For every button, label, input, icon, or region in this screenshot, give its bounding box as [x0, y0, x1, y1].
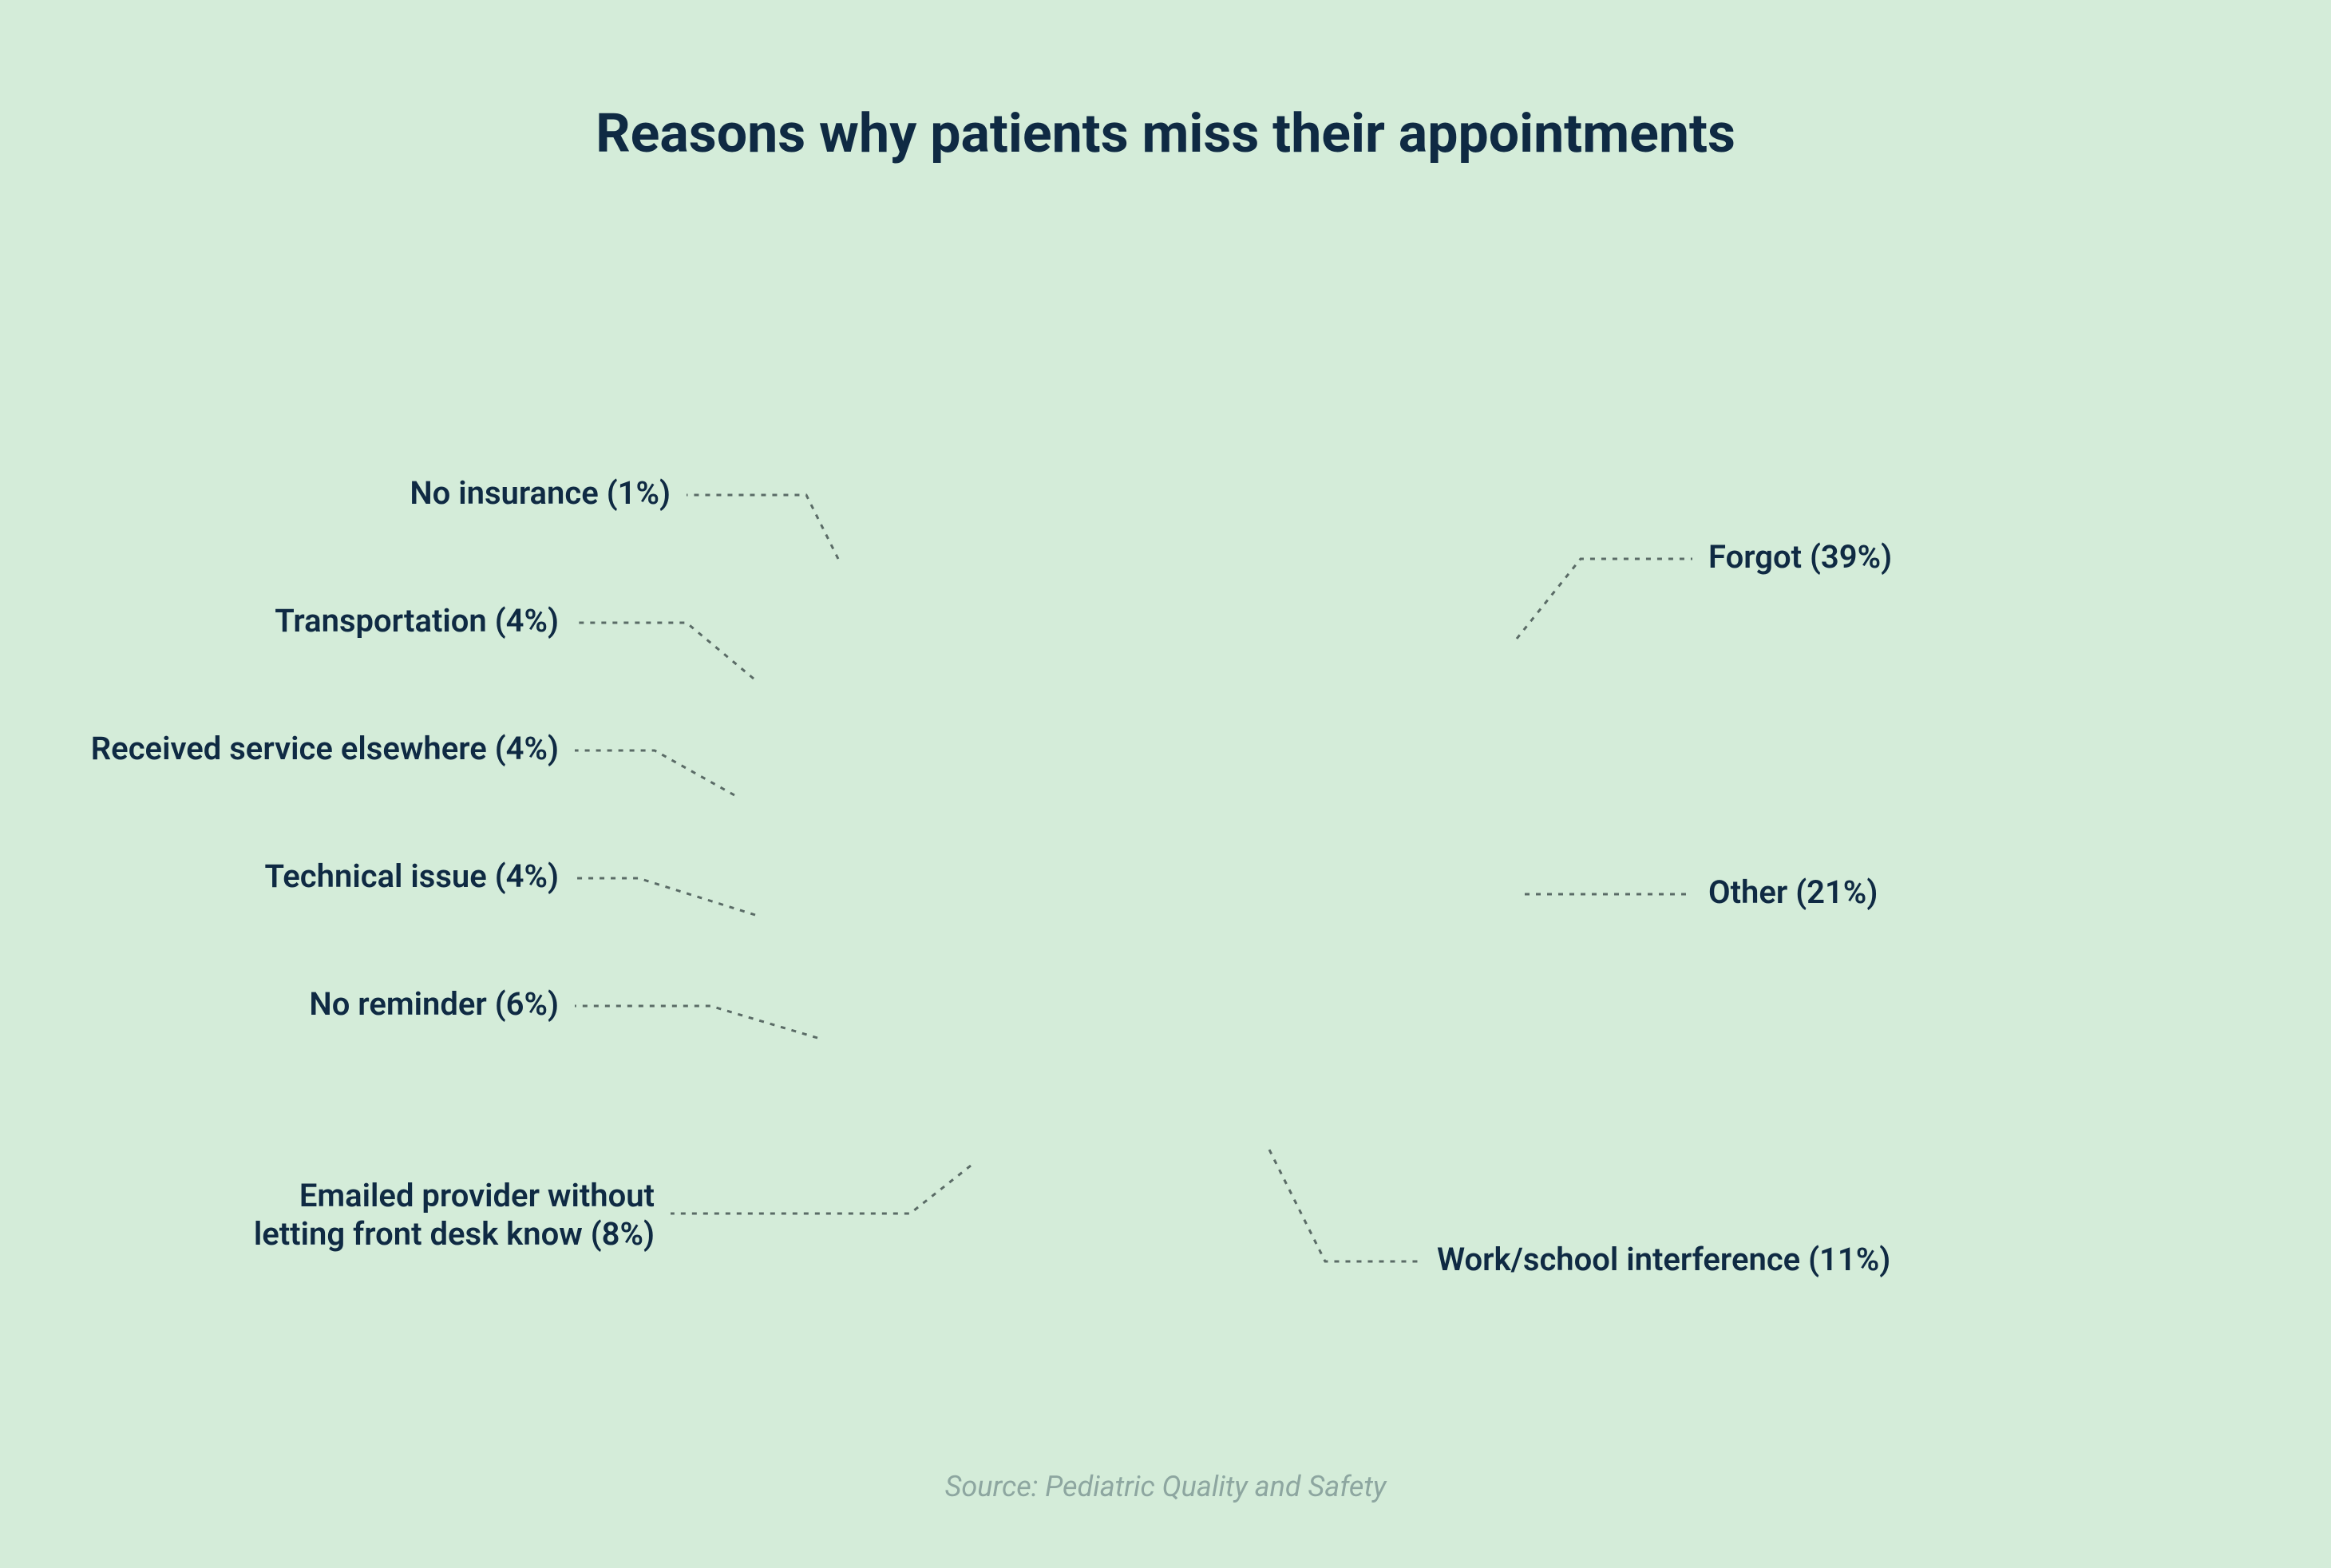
segment-label: Received service elsewhere (4%)	[91, 730, 559, 767]
segment-label: Emailed provider withoutletting front de…	[254, 1177, 655, 1253]
segment-label: Technical issue (4%)	[265, 857, 559, 895]
chart-container: Reasons why patients miss their appointm…	[0, 0, 2331, 1568]
chart-source: Source: Pediatric Quality and Safety	[945, 1470, 1387, 1503]
chart-title: Reasons why patients miss their appointm…	[596, 101, 1735, 165]
segment-label: Forgot (39%)	[1708, 538, 1892, 576]
chart-background	[0, 0, 2331, 1568]
segment-label: No reminder (6%)	[309, 985, 559, 1023]
segment-label: Work/school interference (11%)	[1437, 1241, 1890, 1278]
segment-label: Other (21%)	[1708, 873, 1878, 911]
segment-label: No insurance (1%)	[410, 474, 671, 512]
segment-label: Transportation (4%)	[275, 602, 559, 639]
donut-chart: Reasons why patients miss their appointm…	[0, 0, 2331, 1568]
